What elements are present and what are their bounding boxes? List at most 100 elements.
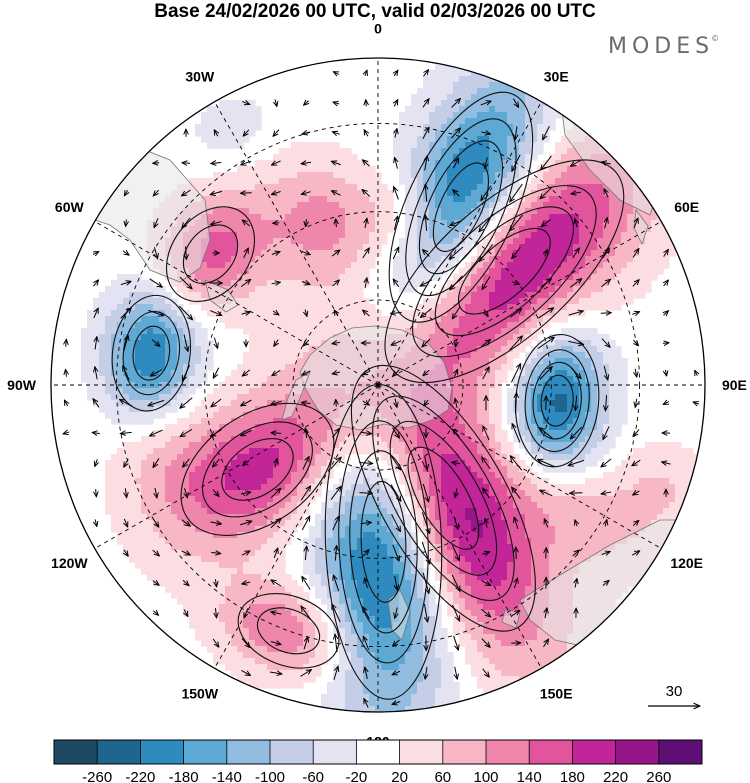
anomaly-cell — [339, 184, 346, 191]
anomaly-cell — [537, 370, 544, 377]
anomaly-cell — [351, 316, 358, 323]
anomaly-cell — [285, 154, 292, 161]
anomaly-cell — [273, 232, 280, 239]
anomaly-cell — [579, 226, 586, 233]
anomaly-cell — [495, 190, 502, 197]
anomaly-cell — [597, 196, 604, 203]
anomaly-cell — [237, 172, 244, 179]
anomaly-cell — [531, 208, 538, 215]
anomaly-cell — [327, 322, 334, 329]
anomaly-cell — [483, 124, 490, 131]
anomaly-cell — [261, 430, 268, 437]
anomaly-cell — [225, 316, 232, 323]
anomaly-cell — [471, 370, 478, 377]
anomaly-cell — [423, 106, 430, 113]
anomaly-cell — [189, 430, 196, 437]
anomaly-cell — [411, 118, 418, 125]
anomaly-cell — [603, 448, 610, 455]
anomaly-cell — [495, 274, 502, 281]
anomaly-cell — [279, 190, 286, 197]
anomaly-cell — [519, 274, 526, 281]
anomaly-cell — [429, 118, 436, 125]
anomaly-cell — [279, 208, 286, 215]
anomaly-cell — [303, 274, 310, 281]
anomaly-cell — [339, 250, 346, 257]
anomaly-cell — [255, 292, 262, 299]
anomaly-cell — [597, 190, 604, 197]
anomaly-cell — [585, 448, 592, 455]
anomaly-cell — [321, 304, 328, 311]
anomaly-cell — [435, 142, 442, 149]
anomaly-cell — [147, 388, 154, 395]
anomaly-cell — [543, 124, 550, 131]
anomaly-cell — [315, 430, 322, 437]
anomaly-cell — [279, 352, 286, 359]
anomaly-cell — [111, 382, 118, 389]
anomaly-cell — [423, 208, 430, 215]
anomaly-cell — [399, 172, 406, 179]
anomaly-cell — [165, 334, 172, 341]
anomaly-cell — [279, 220, 286, 227]
anomaly-cell — [219, 436, 226, 443]
anomaly-cell — [399, 130, 406, 137]
anomaly-cell — [435, 154, 442, 161]
anomaly-cell — [369, 250, 376, 257]
anomaly-cell — [165, 466, 172, 473]
anomaly-cell — [483, 238, 490, 245]
anomaly-cell — [171, 316, 178, 323]
anomaly-cell — [315, 340, 322, 347]
anomaly-cell — [255, 106, 262, 113]
anomaly-cell — [183, 346, 190, 353]
anomaly-cell — [501, 328, 508, 335]
anomaly-cell — [255, 436, 262, 443]
anomaly-cell — [315, 232, 322, 239]
anomaly-cell — [507, 100, 514, 107]
anomaly-cell — [405, 208, 412, 215]
anomaly-cell — [159, 328, 166, 335]
anomaly-cell — [495, 166, 502, 173]
anomaly-cell — [225, 220, 232, 227]
anomaly-cell — [315, 322, 322, 329]
anomaly-cell — [393, 322, 400, 329]
anomaly-cell — [519, 406, 526, 413]
anomaly-cell — [345, 238, 352, 245]
anomaly-cell — [567, 418, 574, 425]
anomaly-cell — [573, 256, 580, 263]
anomaly-cell — [129, 298, 136, 305]
anomaly-cell — [213, 394, 220, 401]
anomaly-cell — [153, 484, 160, 491]
anomaly-cell — [513, 298, 520, 305]
anomaly-cell — [549, 400, 556, 407]
anomaly-cell — [519, 244, 526, 251]
anomaly-cell — [255, 418, 262, 425]
anomaly-cell — [165, 472, 172, 479]
anomaly-cell — [531, 136, 538, 143]
anomaly-cell — [249, 202, 256, 209]
anomaly-cell — [321, 250, 328, 257]
anomaly-cell — [591, 364, 598, 371]
anomaly-cell — [261, 298, 268, 305]
anomaly-cell — [261, 190, 268, 197]
anomaly-cell — [369, 304, 376, 311]
anomaly-cell — [489, 256, 496, 263]
anomaly-cell — [237, 268, 244, 275]
anomaly-cell — [225, 238, 232, 245]
anomaly-cell — [501, 280, 508, 287]
anomaly-cell — [567, 286, 574, 293]
anomaly-cell — [243, 376, 250, 383]
anomaly-cell — [615, 376, 622, 383]
anomaly-cell — [165, 388, 172, 395]
anomaly-cell — [483, 322, 490, 329]
anomaly-cell — [225, 436, 232, 443]
anomaly-cell — [603, 226, 610, 233]
anomaly-cell — [327, 226, 334, 233]
anomaly-cell — [507, 250, 514, 257]
anomaly-cell — [471, 352, 478, 359]
anomaly-cell — [99, 406, 106, 413]
anomaly-cell — [129, 412, 136, 419]
anomaly-cell — [231, 412, 238, 419]
anomaly-cell — [117, 364, 124, 371]
anomaly-cell — [597, 478, 604, 485]
anomaly-cell — [261, 442, 268, 449]
anomaly-cell — [567, 310, 574, 317]
